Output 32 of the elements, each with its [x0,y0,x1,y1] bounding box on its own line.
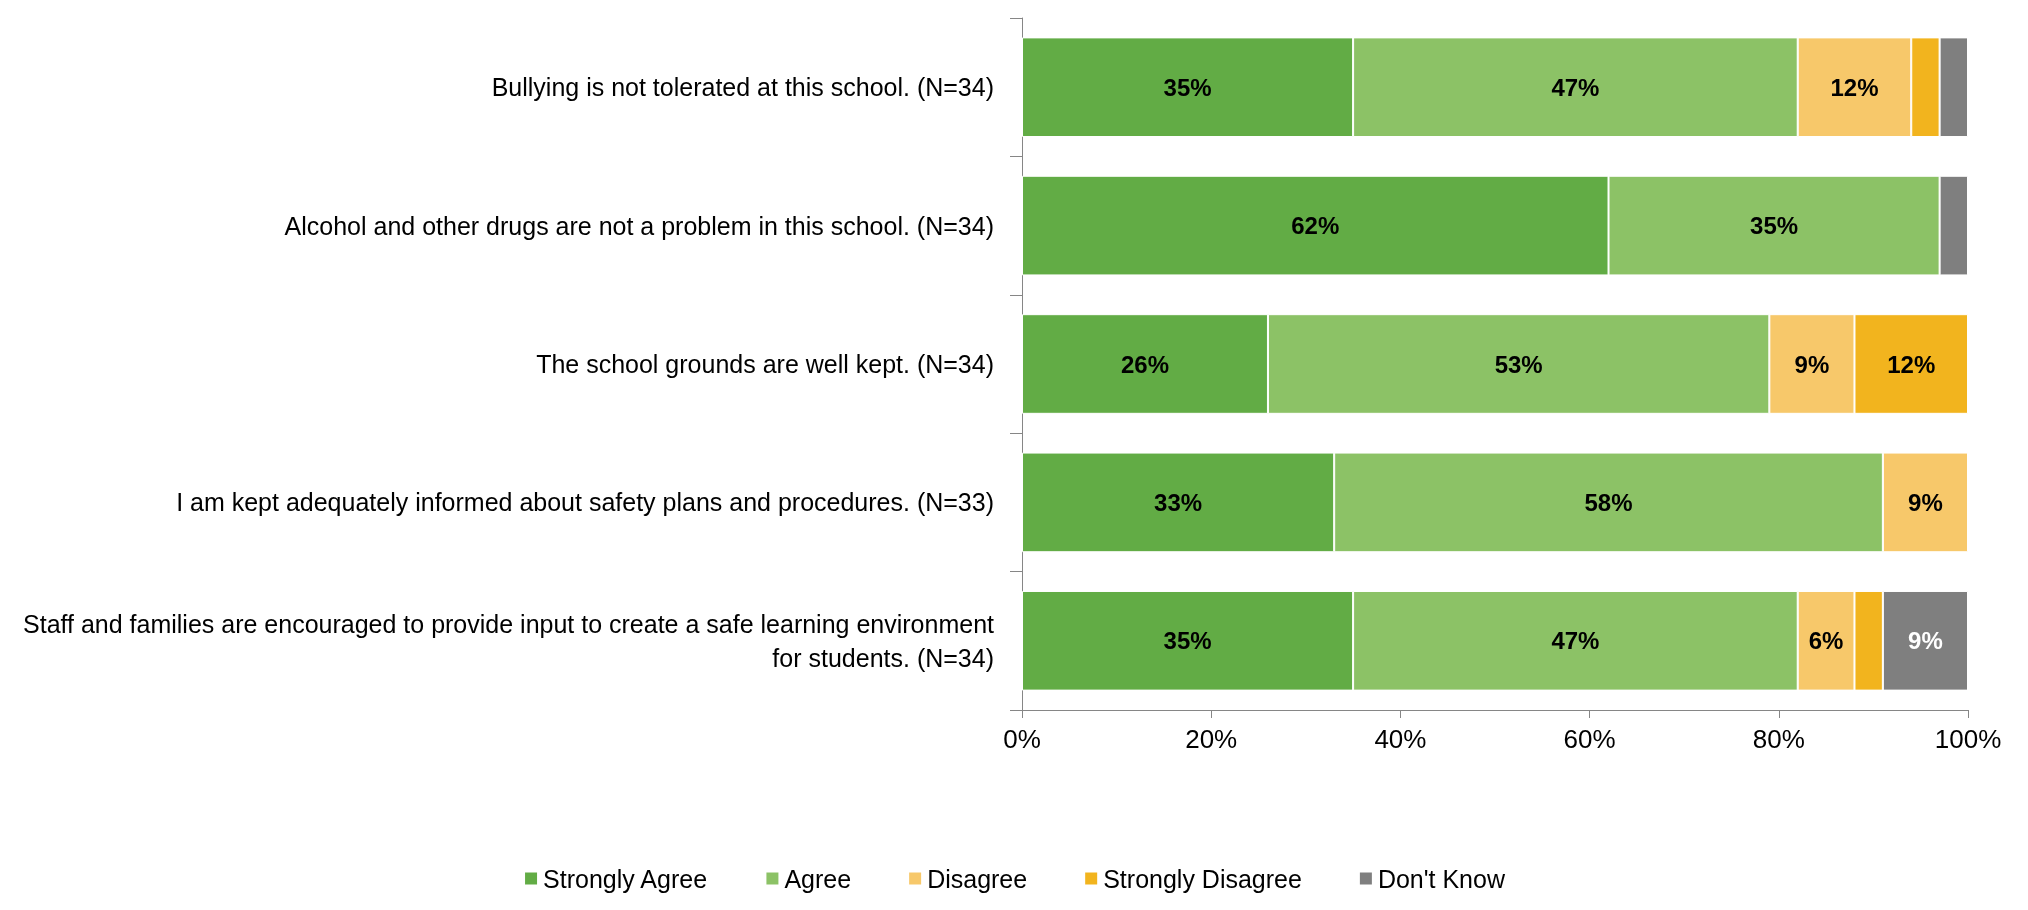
y-tick-label: Alcohol and other drugs are not a problem in this school. (N=34) [284,211,994,240]
x-tick-label: 60% [1563,724,1616,754]
data-label: 9% [1794,350,1830,378]
data-label: 47% [1551,73,1600,101]
legend-label: Disagree [927,864,1028,893]
data-label: 58% [1584,488,1633,516]
data-label: 35% [1163,627,1212,655]
x-tick-label: 40% [1374,724,1427,754]
data-label: 33% [1154,488,1203,516]
data-label: 53% [1494,350,1543,378]
data-label: 62% [1291,212,1340,240]
x-tick-label: 0% [1003,724,1041,754]
y-tick-label: Staff and families are encouraged to provide input to create a safe learning environment for students. (N=34) [23,609,995,672]
legend-label: Don't Know [1377,864,1506,893]
data-label: 35% [1163,73,1212,101]
x-tick-label: 100% [1934,724,2002,754]
data-label: 9% [1908,488,1943,516]
legend-label: Strongly Disagree [1103,864,1302,893]
data-label: 47% [1551,627,1600,655]
data-label: 12% [1887,350,1936,378]
y-tick-label: Bullying is not tolerated at this school. (N=34) [491,73,994,102]
x-tick-label: 80% [1752,724,1805,754]
x-tick-label: 20% [1185,724,1238,754]
y-tick-label: The school grounds are well kept. (N=34) [536,350,994,378]
data-label: 35% [1750,212,1799,240]
y-tick-label: I am kept adequately informed about safety plans and procedures. (N=33) [176,488,994,517]
legend-label: Strongly Agree [543,864,708,893]
data-label: 9% [1908,627,1943,655]
legend-label: Agree [784,864,852,893]
data-label: 12% [1830,73,1879,101]
data-label: 6% [1808,627,1844,655]
data-label: 26% [1120,350,1169,378]
